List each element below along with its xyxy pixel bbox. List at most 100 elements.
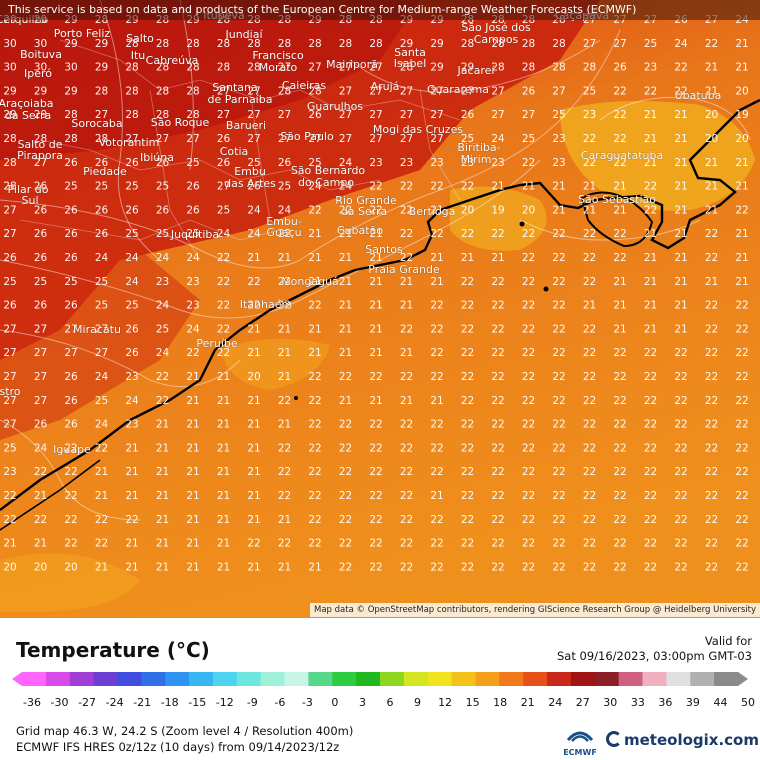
- grid-value: 27: [308, 133, 321, 145]
- place-label: Guararema: [427, 83, 489, 96]
- grid-value: 26: [3, 252, 17, 264]
- grid-value: 22: [735, 419, 748, 431]
- grid-value: 22: [430, 514, 443, 526]
- color-scale-tick: -12: [215, 696, 234, 709]
- grid-value: 21: [278, 371, 291, 383]
- grid-value: 21: [339, 395, 352, 407]
- grid-value: 22: [247, 300, 260, 312]
- grid-value: 22: [552, 323, 565, 335]
- grid-value: 22: [491, 300, 504, 312]
- grid-value: 22: [522, 490, 535, 502]
- color-scale-tick: 30: [603, 696, 618, 709]
- grid-value: 22: [95, 442, 108, 454]
- grid-value: 23: [552, 133, 565, 145]
- grid-value: 22: [644, 419, 657, 431]
- grid-value: 22: [735, 490, 748, 502]
- grid-value: 22: [400, 514, 413, 526]
- grid-value: 22: [644, 561, 657, 573]
- grid-value: 22: [491, 538, 504, 550]
- map-attribution[interactable]: Map data © OpenStreetMap contributors, r…: [310, 603, 760, 617]
- grid-value: 26: [34, 228, 48, 240]
- grid-value: 21: [186, 395, 199, 407]
- grid-value: 22: [674, 538, 687, 550]
- place-label: Miracatu: [73, 323, 121, 336]
- grid-value: 27: [156, 133, 169, 145]
- grid-value: 22: [461, 419, 474, 431]
- ecmwf-logo[interactable]: ECMWF: [562, 724, 598, 758]
- grid-value: 22: [308, 466, 321, 478]
- grid-value: 21: [735, 181, 748, 193]
- grid-value: 22: [491, 228, 504, 240]
- grid-value: 21: [613, 204, 626, 216]
- temperature-map[interactable]: 29 29 29 28 29 28 29 28 28 28 29 28 28 29 29 28 28 28 28 27…: [0, 0, 760, 618]
- grid-value: 21: [156, 561, 169, 573]
- grid-value: 24: [339, 157, 353, 169]
- place-label: Mogi das Cruzes: [373, 123, 463, 136]
- grid-value: 22: [735, 514, 748, 526]
- grid-value: 21: [735, 276, 748, 288]
- grid-value: 21: [217, 395, 230, 407]
- color-scale-swatch: [523, 672, 548, 686]
- grid-value: 26: [3, 300, 17, 312]
- grid-value: 21: [400, 347, 413, 359]
- color-scale-max-arrow: [738, 672, 748, 686]
- grid-value: 21: [186, 490, 199, 502]
- grid-value: 22: [522, 347, 535, 359]
- grid-value: 26: [34, 252, 48, 264]
- color-scale-swatch: [666, 672, 691, 686]
- color-scale-tick: -30: [50, 696, 69, 709]
- grid-value: 22: [644, 514, 657, 526]
- legend-panel: Temperature (°C) Valid for Sat 09/16/202…: [0, 618, 760, 760]
- grid-value: 22: [278, 276, 291, 288]
- place-label: Francisco: [252, 49, 304, 62]
- grid-value: 22: [400, 490, 413, 502]
- grid-value: 25: [34, 276, 47, 288]
- grid-value: 22: [674, 62, 687, 74]
- grid-info: Grid map 46.3 W, 24.2 S (Zoom level 4 / …: [16, 724, 354, 738]
- place-label: Guarulhos: [307, 100, 363, 113]
- meteologix-logo[interactable]: meteologix.com: [606, 731, 759, 749]
- grid-value: 21: [430, 490, 443, 502]
- grid-value: 19: [491, 204, 504, 216]
- grid-value: 21: [308, 561, 321, 573]
- grid-value: 25: [95, 395, 108, 407]
- grid-value: 22: [491, 371, 504, 383]
- grid-value: 24: [156, 347, 170, 359]
- grid-value: 22: [735, 442, 748, 454]
- grid-value: 21: [644, 252, 657, 264]
- grid-value: 21: [705, 204, 718, 216]
- grid-value: 28: [3, 181, 16, 193]
- grid-value: 25: [125, 181, 138, 193]
- grid-value: 21: [217, 490, 230, 502]
- grid-value: 22: [430, 228, 443, 240]
- grid-value: 27: [369, 85, 382, 97]
- grid-value: 25: [522, 133, 535, 145]
- grid-value: 27: [400, 109, 413, 121]
- grid-value: 22: [339, 204, 352, 216]
- grid-value: 22: [613, 228, 626, 240]
- grid-value: 21: [613, 300, 626, 312]
- grid-value: 21: [278, 419, 291, 431]
- grid-value: 27: [278, 133, 291, 145]
- grid-value: 22: [491, 466, 504, 478]
- grid-value: 27: [64, 323, 77, 335]
- grid-value: 28: [95, 85, 108, 97]
- grid-value: 30: [64, 62, 77, 74]
- color-scale-swatch: [189, 672, 214, 686]
- grid-value: 22: [461, 395, 474, 407]
- grid-value: 21: [156, 490, 169, 502]
- grid-value: 22: [400, 538, 413, 550]
- grid-value: 22: [34, 514, 47, 526]
- ilhabela-island: [580, 191, 654, 248]
- grid-value: 29: [400, 38, 413, 50]
- grid-value: 22: [522, 252, 535, 264]
- place-label: São Roque: [151, 116, 210, 129]
- grid-value: 22: [369, 490, 382, 502]
- grid-value: 22: [705, 323, 718, 335]
- place-label: Jacareí: [457, 64, 496, 77]
- grid-value: 22: [644, 204, 657, 216]
- grid-value: 27: [34, 157, 47, 169]
- color-scale-swatch: [547, 672, 572, 686]
- place-label: Porto Feliz: [54, 27, 111, 40]
- grid-value: 27: [369, 133, 382, 145]
